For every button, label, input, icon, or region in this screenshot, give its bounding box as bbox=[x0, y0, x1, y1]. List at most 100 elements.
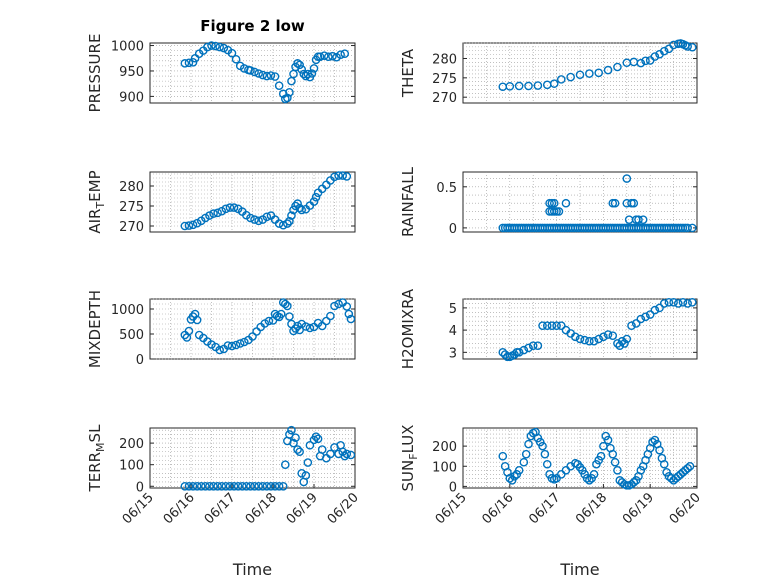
data-point bbox=[221, 204, 231, 214]
data-point bbox=[664, 298, 674, 307]
data-point bbox=[301, 471, 311, 480]
data-point bbox=[538, 321, 547, 330]
subplot-pressure: 900 950 1000 PRESSURE Figure 2 low bbox=[86, 17, 356, 112]
data-point bbox=[342, 302, 352, 311]
data-point bbox=[289, 438, 298, 448]
data-point bbox=[291, 433, 300, 443]
data-point bbox=[514, 81, 524, 91]
data-point bbox=[266, 481, 276, 491]
data-point bbox=[266, 71, 276, 80]
x-tick-label: 06/16 bbox=[161, 490, 198, 527]
data-point bbox=[184, 481, 194, 491]
data-point bbox=[554, 207, 564, 216]
data-point bbox=[659, 46, 669, 56]
data-point bbox=[659, 299, 669, 308]
data-point bbox=[683, 299, 692, 308]
data-point bbox=[311, 192, 321, 202]
data-point bbox=[188, 220, 198, 230]
data-point bbox=[315, 52, 325, 62]
data-point bbox=[233, 481, 243, 491]
y-tick-label: 100 bbox=[119, 459, 144, 474]
data-point bbox=[184, 326, 194, 336]
data-point bbox=[650, 52, 660, 61]
x-axis-label: Time bbox=[559, 560, 599, 579]
data-point bbox=[342, 172, 352, 181]
data-point bbox=[533, 81, 543, 90]
data-point bbox=[274, 481, 284, 491]
y-tick-label: 270 bbox=[432, 91, 457, 106]
data-point bbox=[669, 298, 678, 307]
data-point bbox=[274, 81, 284, 91]
data-point bbox=[309, 64, 319, 73]
data-point bbox=[215, 345, 224, 355]
y-tick-label: 280 bbox=[119, 180, 144, 195]
data-point bbox=[636, 314, 646, 324]
data-point bbox=[328, 51, 337, 61]
data-point bbox=[262, 481, 272, 491]
data-point bbox=[596, 451, 606, 461]
data-point bbox=[237, 481, 247, 491]
data-point bbox=[254, 216, 263, 226]
data-point bbox=[615, 341, 625, 350]
y-tick-label: 1000 bbox=[111, 303, 144, 318]
data-point bbox=[205, 211, 214, 220]
data-point bbox=[594, 334, 604, 344]
data-point bbox=[330, 172, 339, 182]
subplot-air_temp: 270 275 280 AIRTEMP bbox=[86, 170, 356, 235]
data-point bbox=[211, 41, 220, 51]
y-tick-label: 4 bbox=[449, 324, 457, 339]
data-point bbox=[603, 330, 613, 339]
data-point bbox=[217, 481, 227, 491]
data-point bbox=[276, 309, 286, 319]
data-point bbox=[542, 321, 552, 330]
data-point bbox=[246, 481, 255, 491]
data-point bbox=[580, 335, 589, 345]
data-point bbox=[678, 298, 688, 307]
data-point bbox=[287, 425, 296, 435]
data-point bbox=[540, 449, 550, 459]
data-point bbox=[556, 75, 566, 84]
data-point bbox=[603, 435, 613, 445]
data-point bbox=[278, 220, 288, 230]
data-point bbox=[246, 66, 255, 75]
data-point bbox=[617, 336, 627, 346]
data-point bbox=[346, 450, 356, 460]
data-point bbox=[297, 205, 307, 215]
y-tick-label: 0.5 bbox=[436, 181, 457, 196]
data-point bbox=[519, 457, 529, 467]
data-point bbox=[321, 316, 331, 326]
data-point bbox=[641, 56, 650, 66]
data-point bbox=[229, 481, 239, 491]
y-tick-label: 0 bbox=[136, 353, 144, 368]
data-point bbox=[313, 434, 323, 444]
data-point bbox=[683, 42, 692, 51]
data-point bbox=[338, 171, 348, 180]
data-point bbox=[641, 312, 650, 322]
data-point bbox=[283, 219, 292, 228]
data-point bbox=[246, 213, 255, 223]
x-tick-label: 06/18 bbox=[243, 490, 280, 527]
data-point bbox=[510, 472, 519, 481]
data-point bbox=[180, 481, 190, 491]
data-point bbox=[524, 343, 533, 353]
data-point bbox=[287, 211, 296, 220]
data-point bbox=[242, 481, 251, 491]
data-point bbox=[498, 451, 508, 461]
data-point bbox=[585, 336, 594, 346]
data-point bbox=[248, 332, 257, 341]
data-point bbox=[180, 59, 190, 68]
y-axis-label: RAINFALL bbox=[399, 166, 417, 237]
y-tick-label: 0 bbox=[449, 222, 457, 237]
x-tick-label: 06/17 bbox=[526, 490, 563, 527]
data-point bbox=[549, 79, 559, 88]
y-tick-label: 100 bbox=[432, 460, 457, 475]
data-point bbox=[215, 42, 224, 52]
data-point bbox=[283, 301, 292, 311]
y-tick-label: 270 bbox=[119, 220, 144, 235]
data-point bbox=[235, 339, 245, 348]
data-point bbox=[685, 461, 695, 471]
data-point bbox=[629, 478, 639, 487]
data-point bbox=[213, 208, 222, 218]
y-tick-label: 5 bbox=[449, 302, 457, 317]
